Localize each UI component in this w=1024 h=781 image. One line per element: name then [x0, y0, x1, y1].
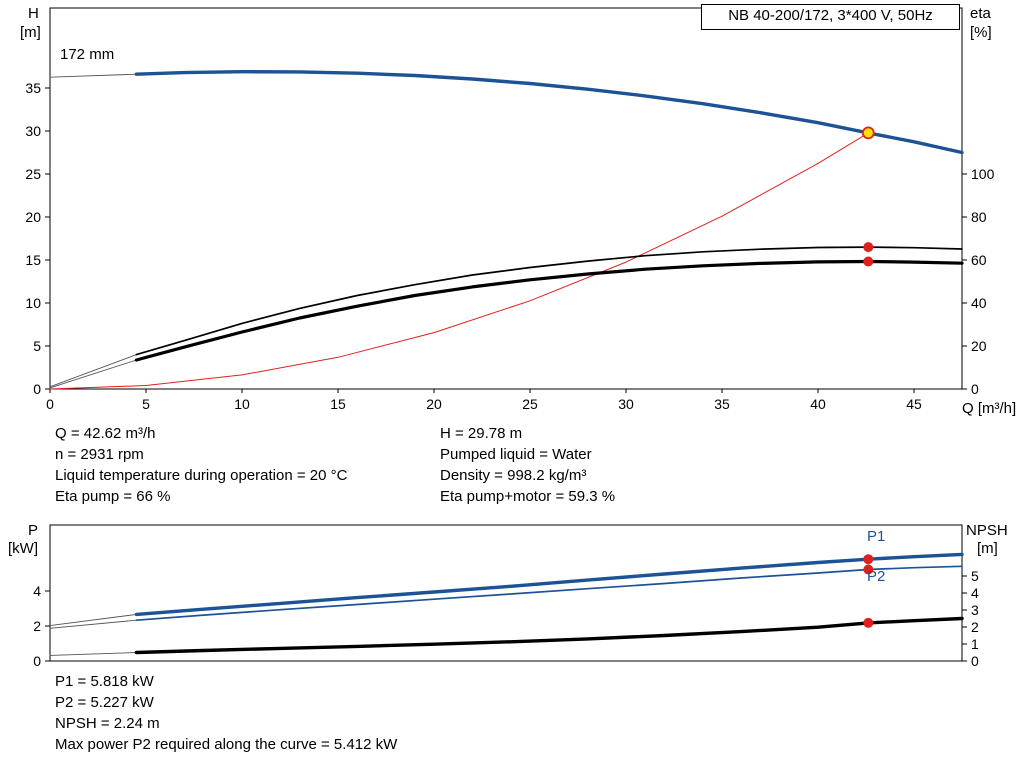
eta-pump-motor-curve	[134, 259, 964, 362]
eta-pump-motor-text: Eta pump+motor = 59.3 %	[440, 488, 616, 505]
qh-chart-yr-tick-label: 100	[971, 166, 995, 182]
head-axis-name: H	[28, 5, 39, 22]
qh-chart-x-tick-label: 45	[906, 396, 922, 412]
qh-chart-x-tick-label: 25	[522, 396, 538, 412]
density-text: Density = 998.2 kg/m³	[440, 467, 587, 484]
system-curve	[49, 132, 869, 390]
power-npsh-chart-yr-tick-label: 4	[971, 585, 979, 601]
qh-chart-yl-tick-label: 5	[33, 338, 41, 354]
qh-chart-yr-tick-label: 40	[971, 295, 987, 311]
qh-chart-yl-tick-label: 15	[25, 252, 41, 268]
power-npsh-chart-yr-tick-label: 0	[971, 653, 979, 669]
npsh-axis-name: NPSH	[966, 522, 1008, 539]
qh-chart-yl-tick-label: 25	[25, 166, 41, 182]
qh-chart-x-tick-label: 35	[714, 396, 730, 412]
npsh-curve	[134, 616, 964, 655]
p1-curve-label: P1	[867, 528, 886, 545]
max-power-text: Max power P2 required along the curve = …	[55, 736, 398, 753]
qh-chart-yl-tick-label: 20	[25, 209, 41, 225]
power-axis-unit: [kW]	[8, 540, 38, 557]
qh-chart-yr-tick-label: 0	[971, 381, 979, 397]
qh-chart-yr-tick-label: 60	[971, 252, 987, 268]
eta-pump-point	[863, 242, 874, 253]
npsh-value-text: NPSH = 2.24 m	[55, 715, 160, 732]
qh-chart-yl-tick-label: 30	[25, 123, 41, 139]
eta-axis-unit: [%]	[970, 24, 992, 41]
qh-chart-x-tick-label: 15	[330, 396, 346, 412]
qh-chart-yl-tick-label: 35	[25, 80, 41, 96]
head-axis-unit: [m]	[20, 24, 41, 41]
p1-extension	[49, 613, 137, 627]
pump-curve-172mm	[134, 69, 964, 155]
qh-chart-x-tick-label: 0	[46, 396, 54, 412]
power-npsh-chart-yr-tick-label: 1	[971, 636, 979, 652]
eta-pump-text: Eta pump = 66 %	[55, 488, 171, 505]
duty-point	[861, 126, 875, 140]
qh-chart-x-tick-label: 30	[618, 396, 634, 412]
qh-chart-yr-tick-label: 20	[971, 338, 987, 354]
p1-curve	[134, 552, 964, 617]
p1-point	[863, 554, 874, 565]
p2-point	[863, 564, 874, 575]
npsh-extension	[49, 652, 137, 656]
eta-axis-name: eta	[970, 5, 991, 22]
pumped-liquid-text: Pumped liquid = Water	[440, 446, 592, 463]
eta-pump-motor-extension	[49, 359, 137, 389]
power-axis-name: P	[28, 522, 39, 539]
eta-pump-motor-point	[863, 256, 874, 267]
power-npsh-chart-yr-tick-label: 2	[971, 619, 979, 635]
eta-pump-extension	[49, 354, 137, 388]
head-value-text: H = 29.78 m	[440, 425, 523, 442]
npsh-axis-unit: [m]	[977, 540, 998, 557]
qh-chart-x-tick-label: 10	[234, 396, 250, 412]
qh-chart-yl-tick-label: 10	[25, 295, 41, 311]
impeller-diameter-label: 172 mm	[60, 46, 115, 63]
eta-pump-curve	[135, 246, 963, 356]
p2-extension	[49, 619, 137, 629]
qh-chart-yl-tick-label: 0	[33, 381, 41, 397]
p2-curve-label: P2	[867, 568, 886, 585]
qh-chart-x-tick-label: 20	[426, 396, 442, 412]
pump-curve-extension	[49, 73, 137, 78]
npsh-point	[863, 617, 874, 628]
power-npsh-chart-yl-tick-label: 2	[33, 618, 41, 634]
flow-axis-label: Q [m³/h]	[962, 400, 1017, 417]
liquid-temperature-text: Liquid temperature during operation = 20…	[55, 467, 348, 484]
p2-value-text: P2 = 5.227 kW	[55, 694, 154, 711]
pump-model-title: NB 40-200/172, 3*400 V, 50Hz	[701, 4, 960, 30]
power-npsh-chart-yr-tick-label: 5	[971, 568, 979, 584]
power-npsh-chart-yl-tick-label: 4	[33, 583, 41, 599]
qh-chart-yr-tick-label: 80	[971, 209, 987, 225]
qh-chart-frame	[49, 7, 963, 390]
p2-curve	[135, 565, 963, 622]
qh-chart-x-tick-label: 40	[810, 396, 826, 412]
qh-chart-x-tick-label: 5	[142, 396, 150, 412]
p1-value-text: P1 = 5.818 kW	[55, 673, 154, 690]
power-npsh-chart-yl-tick-label: 0	[33, 653, 41, 669]
speed-value-text: n = 2931 rpm	[55, 446, 144, 463]
power-npsh-chart-yr-tick-label: 3	[971, 602, 979, 618]
flow-value-text: Q = 42.62 m³/h	[55, 425, 156, 442]
